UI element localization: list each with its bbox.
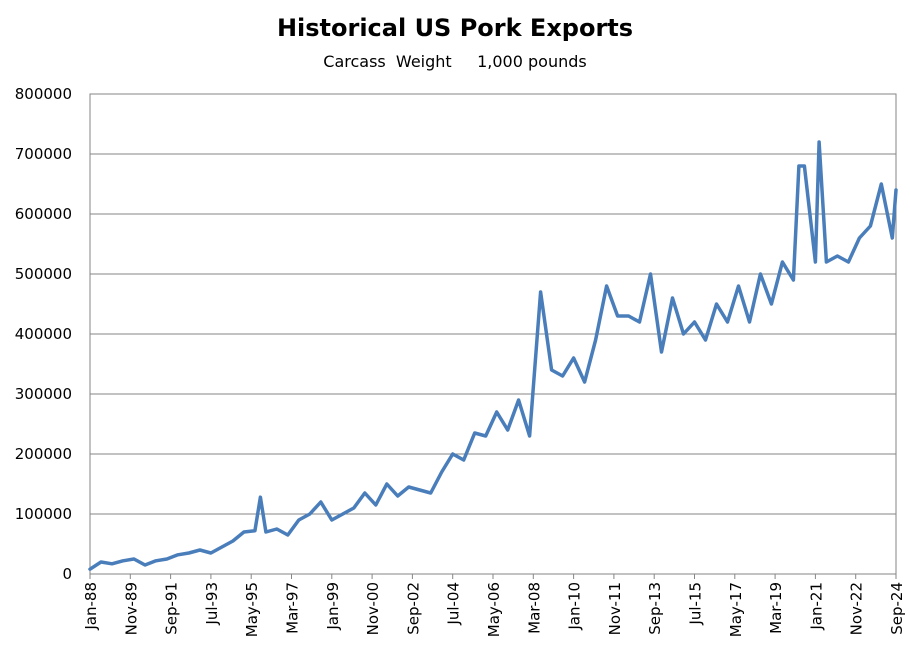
- series-line: [88, 140, 898, 571]
- x-tick-label: Sep-91: [163, 582, 181, 635]
- x-axis: Jan-88 Nov-89 Sep-91 Jul-93 May-95 Mar-97 Jan-…: [82, 574, 906, 637]
- x-tick-label: Nov-00: [364, 582, 382, 635]
- x-tick-label: Sep-24: [888, 582, 906, 635]
- x-tick-label: Jul-93: [203, 582, 221, 626]
- y-tick-label: 100000: [15, 505, 72, 523]
- gridlines: [90, 153, 896, 515]
- chart-subtitle: Carcass Weight 1,000 pounds: [323, 52, 586, 71]
- chart-title: Historical US Pork Exports: [277, 14, 633, 42]
- x-tick-label: Nov-11: [606, 582, 624, 635]
- y-tick-label: 300000: [15, 385, 72, 403]
- y-tick-label: 0: [62, 565, 72, 583]
- x-tick-label: Sep-13: [646, 582, 664, 635]
- x-tick-label: Jan-99: [324, 582, 342, 631]
- x-tick-label: Jan-88: [82, 582, 100, 631]
- x-tick-label: May-06: [485, 582, 503, 637]
- x-tick-label: Nov-89: [122, 582, 140, 635]
- x-tick-label: May-17: [727, 582, 745, 637]
- y-tick-label: 200000: [15, 445, 72, 463]
- x-tick-label: May-95: [243, 582, 261, 637]
- y-tick-label: 600000: [15, 205, 72, 223]
- y-tick-label: 700000: [15, 145, 72, 163]
- x-tick-label: Sep-02: [404, 582, 422, 635]
- x-tick-label: Jul-15: [687, 582, 705, 626]
- x-tick-label: Jan-21: [807, 582, 825, 631]
- y-tick-label: 400000: [15, 325, 72, 343]
- x-tick-label: Jul-04: [445, 582, 463, 626]
- y-tick-label: 500000: [15, 265, 72, 283]
- x-tick-label: Mar-08: [525, 582, 543, 634]
- x-tick-label: Nov-22: [848, 582, 866, 635]
- y-tick-label: 800000: [15, 85, 72, 103]
- y-axis: 0 100000 200000 300000 400000 500000 600000 700…: [15, 85, 72, 583]
- x-tick-label: Jan-10: [566, 582, 584, 631]
- x-tick-label: Mar-19: [767, 582, 785, 634]
- x-tick-label: Mar-97: [284, 582, 302, 634]
